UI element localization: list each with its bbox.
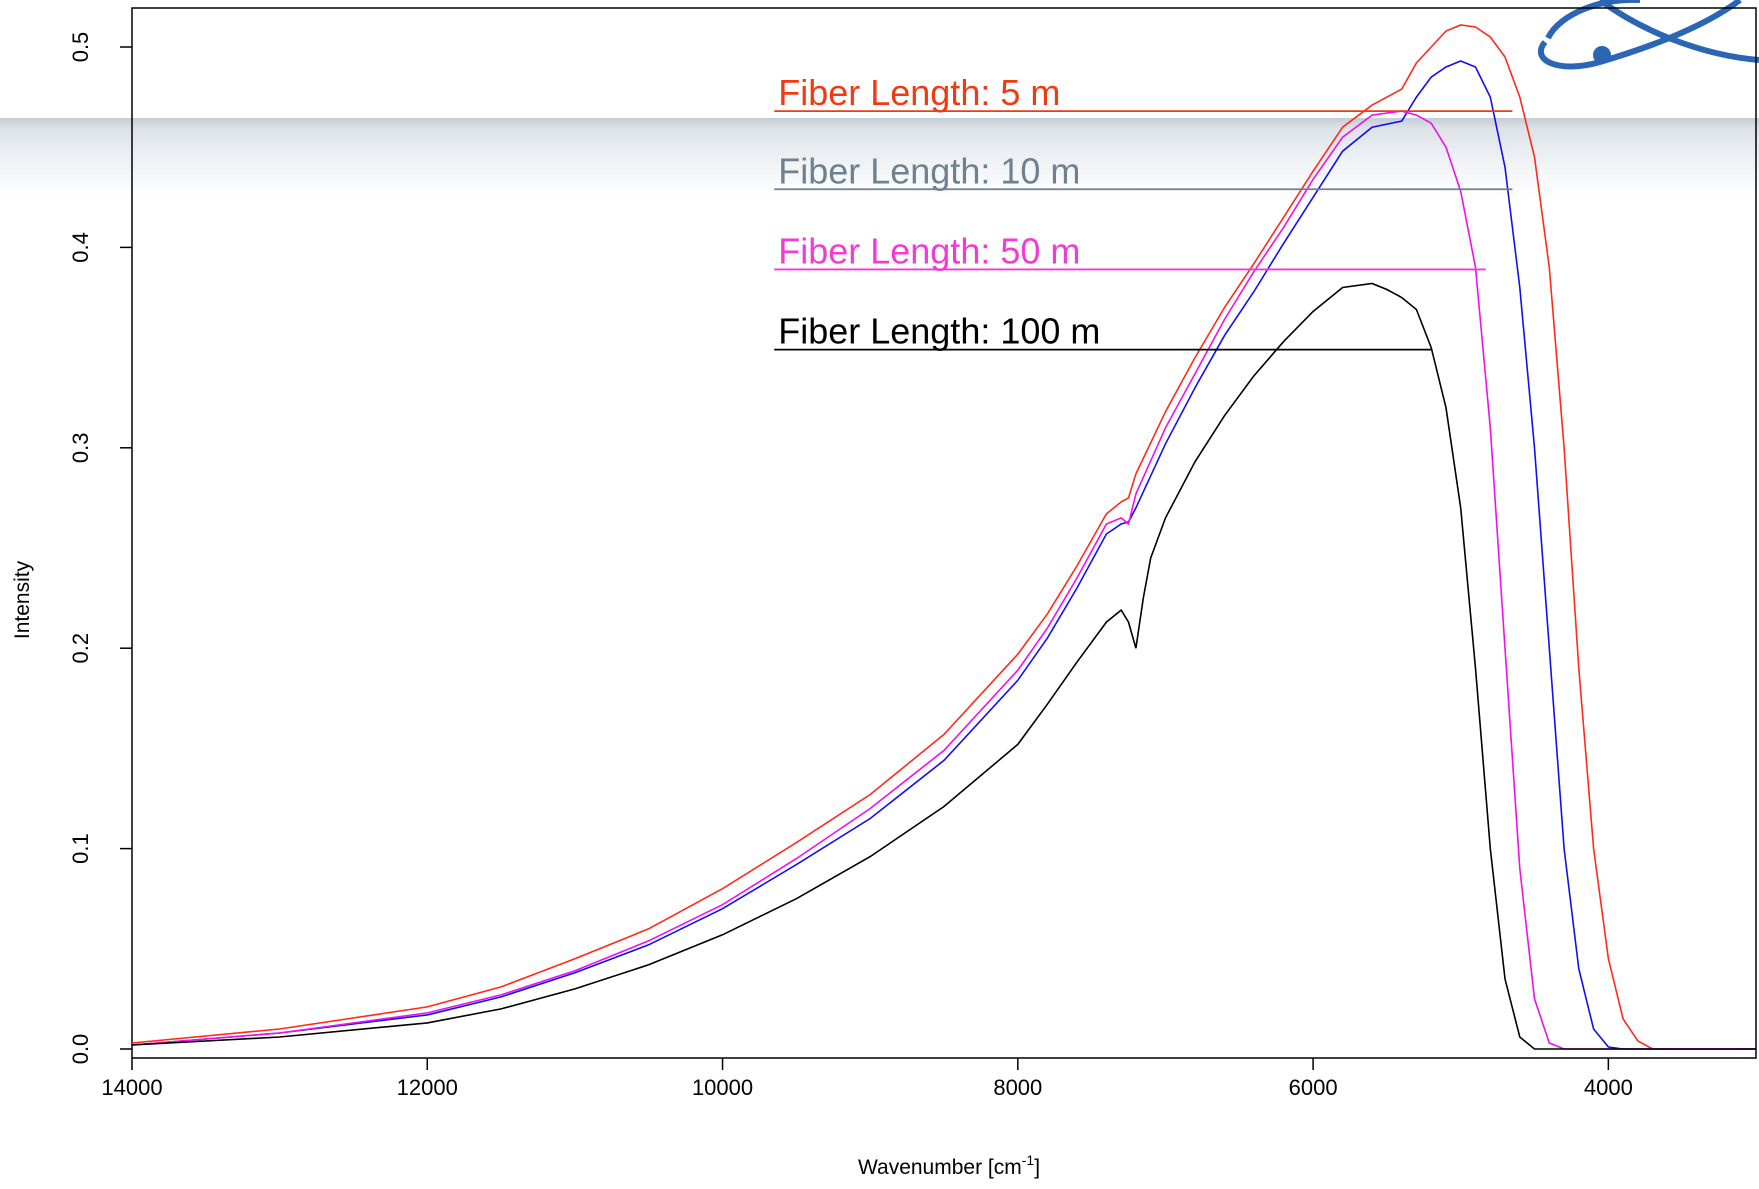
legend-label-0: Fiber Length: 5 m [778,72,1060,113]
x-axis: 14000 12000 10000 8000 6000 4000 [101,1058,1633,1100]
legend-label-2: Fiber Length: 50 m [778,230,1080,271]
plot-frame [131,7,1757,1059]
x-tick-label-1: 12000 [397,1075,458,1100]
legend: Fiber Length: 5 m Fiber Length: 10 m Fiber… [774,72,1513,352]
series-line-0 [131,24,1756,1050]
y-tick-label-4: 0.4 [68,232,93,263]
y-axis: 0.0 0.1 0.2 0.3 0.4 0.5 [68,32,132,1065]
y-tick-label-2: 0.2 [68,633,93,664]
y-tick-label-1: 0.1 [68,833,93,864]
header-banner [0,118,1759,198]
series-line-3 [131,282,1756,1050]
series-layer [131,24,1756,1050]
y-tick-label-0: 0.0 [68,1034,93,1065]
series-line-2 [131,110,1756,1050]
y-tick-label-3: 0.3 [68,433,93,464]
x-axis-title: Wavenumber [cm-1] [858,1152,1040,1179]
x-tick-label-5: 4000 [1584,1075,1633,1100]
x-tick-label-4: 6000 [1289,1075,1338,1100]
logo [1537,0,1759,70]
legend-label-1: Fiber Length: 10 m [778,150,1080,191]
series-line-1 [131,60,1756,1050]
x-tick-label-3: 8000 [993,1075,1042,1100]
x-tick-label-0: 14000 [101,1075,162,1100]
x-tick-label-2: 10000 [692,1075,753,1100]
y-axis-title: Intensity [11,560,34,639]
y-tick-label-5: 0.5 [68,32,93,63]
legend-label-3: Fiber Length: 100 m [778,311,1100,352]
